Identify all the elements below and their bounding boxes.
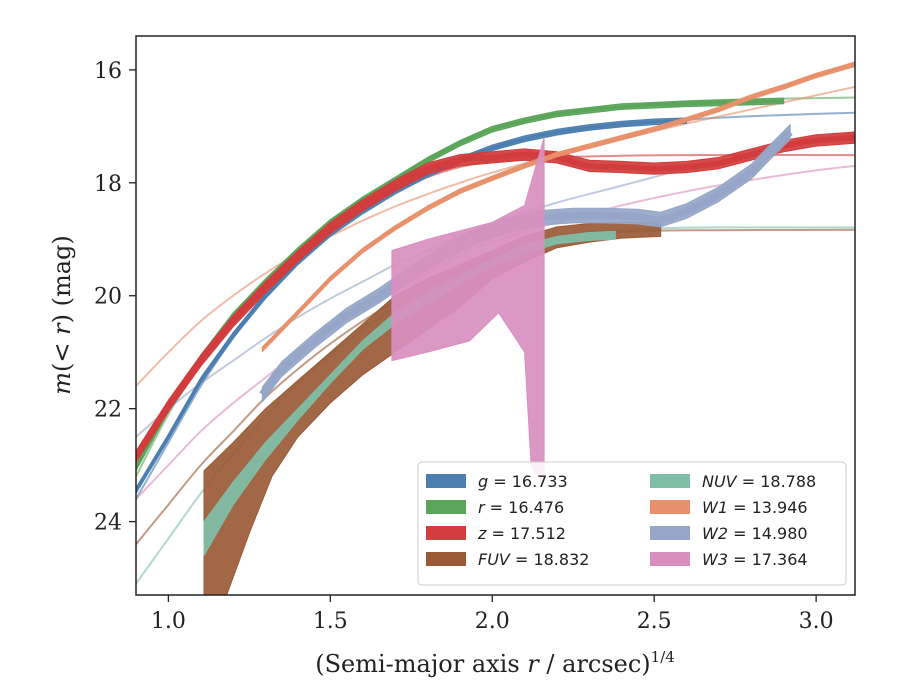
legend-swatch-nuv: [650, 474, 690, 488]
y-tick-label: 22: [94, 398, 122, 423]
x-tick-label: 2.5: [637, 609, 672, 634]
legend-swatch-w1: [650, 500, 690, 514]
legend: g = 16.733 r = 16.476 z = 17.512 FUV = 18.8…: [417, 461, 847, 586]
legend-swatch-g: [426, 474, 466, 488]
plot-frame: [135, 35, 856, 596]
plot-area: [136, 61, 855, 595]
y-tick-label: 20: [94, 285, 122, 310]
x-axis-label: (Semi-major axis r / arcsec)1/4: [315, 648, 675, 678]
x-tick-label: 1.0: [151, 609, 186, 634]
legend-swatch-z: [426, 526, 466, 540]
legend-swatch-r: [426, 500, 466, 514]
y-tick-label: 24: [94, 511, 122, 536]
x-tick-label: 2.0: [475, 609, 510, 634]
x-tick-label: 3.0: [799, 609, 834, 634]
y-tick-label: 16: [94, 59, 122, 84]
legend-entry-z: z = 17.512: [477, 524, 566, 543]
legend-entry-g: g = 16.733: [478, 472, 568, 491]
series-w1-profile-line: [261, 63, 855, 351]
series-nuv-profile-band: [203, 230, 616, 556]
series-z-profile-band: [136, 131, 855, 463]
series-z-profile-line: [136, 134, 855, 459]
legend-swatch-fuv: [426, 552, 466, 566]
legend-frame: [417, 461, 847, 586]
series-w1-profile-band: [261, 61, 855, 353]
legend-entry-fuv: FUV = 18.832: [478, 550, 589, 569]
legend-entry-nuv: NUV = 18.788: [702, 472, 816, 491]
legend-entry-w2: W2 = 14.980: [702, 524, 808, 543]
x-tick-label: 1.5: [313, 609, 348, 634]
legend-entry-r: r = 16.476: [478, 498, 564, 517]
legend-swatch-w3: [650, 552, 690, 566]
y-tick-label: 18: [94, 172, 122, 197]
y-axis: 16 18 20 22 24: [94, 59, 136, 536]
x-axis: 1.0 1.5 2.0 2.5 3.0: [151, 595, 834, 634]
legend-entry-w3: W3 = 17.364: [702, 550, 808, 569]
series-w1-model-line: [136, 85, 855, 387]
y-axis-label: m(< r) (mag): [48, 235, 76, 395]
legend-swatch-w2: [650, 526, 690, 540]
legend-entry-w1: W1 = 13.946: [702, 498, 808, 517]
